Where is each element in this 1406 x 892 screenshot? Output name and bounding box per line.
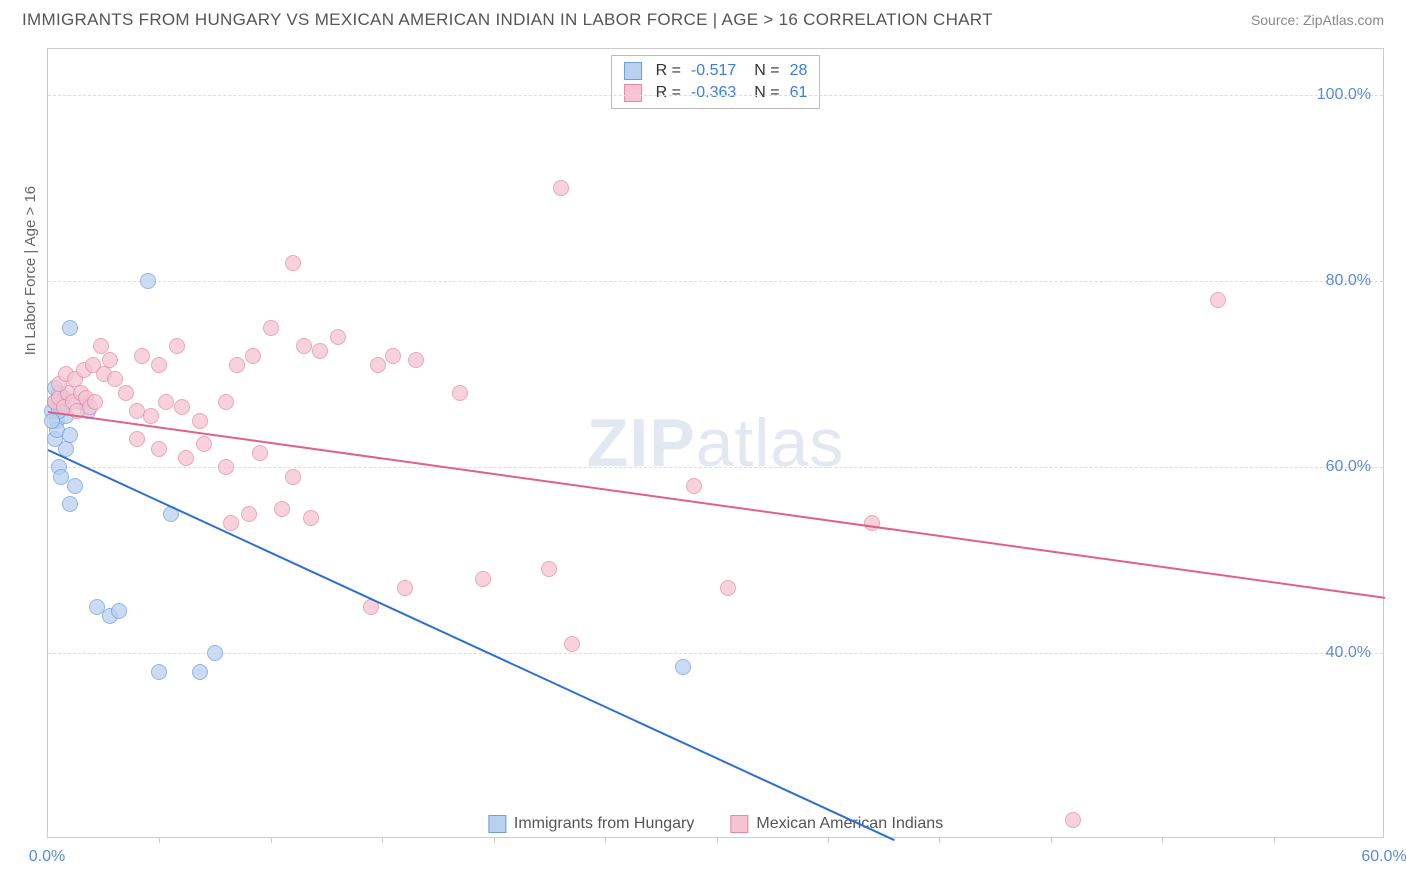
data-point-mexican xyxy=(686,478,702,494)
data-point-mexican xyxy=(720,580,736,596)
legend-stat-row: R = -0.363N = 61 xyxy=(624,82,808,104)
data-point-mexican xyxy=(241,506,257,522)
data-point-hungary xyxy=(62,496,78,512)
plot-area: ZIPatlas R = -0.517N = 28R = -0.363N = 6… xyxy=(48,49,1383,837)
data-point-mexican xyxy=(296,338,312,354)
data-point-mexican xyxy=(330,329,346,345)
data-point-mexican xyxy=(229,357,245,373)
gridline-h xyxy=(48,95,1383,96)
x-tick-mark xyxy=(1162,837,1163,843)
data-point-hungary xyxy=(62,427,78,443)
x-tick-label: 60.0% xyxy=(1361,848,1406,866)
data-point-hungary xyxy=(192,664,208,680)
legend-label: Immigrants from Hungary xyxy=(514,815,695,833)
y-axis-label: In Labor Force | Age > 16 xyxy=(22,186,39,355)
data-point-mexican xyxy=(553,180,569,196)
data-point-mexican xyxy=(223,515,239,531)
data-point-mexican xyxy=(541,561,557,577)
data-point-mexican xyxy=(102,352,118,368)
y-tick-label: 100.0% xyxy=(1317,86,1371,104)
data-point-mexican xyxy=(192,413,208,429)
data-point-mexican xyxy=(151,441,167,457)
data-point-mexican xyxy=(285,255,301,271)
data-point-mexican xyxy=(151,357,167,373)
data-point-mexican xyxy=(252,445,268,461)
data-point-mexican xyxy=(178,450,194,466)
x-tick-mark xyxy=(271,837,272,843)
x-tick-mark xyxy=(494,837,495,843)
data-point-mexican xyxy=(87,394,103,410)
legend-swatch xyxy=(624,62,642,80)
data-point-mexican xyxy=(245,348,261,364)
data-point-hungary xyxy=(675,659,691,675)
x-tick-mark xyxy=(939,837,940,843)
data-point-mexican xyxy=(564,636,580,652)
data-point-mexican xyxy=(408,352,424,368)
gridline-h xyxy=(48,467,1383,468)
page-title: IMMIGRANTS FROM HUNGARY VS MEXICAN AMERI… xyxy=(22,10,993,30)
x-tick-mark xyxy=(717,837,718,843)
data-point-mexican xyxy=(475,571,491,587)
data-point-hungary xyxy=(151,664,167,680)
data-point-mexican xyxy=(397,580,413,596)
data-point-hungary xyxy=(111,603,127,619)
x-tick-mark xyxy=(1274,837,1275,843)
source-label: Source: ZipAtlas.com xyxy=(1251,12,1384,28)
data-point-mexican xyxy=(107,371,123,387)
data-point-mexican xyxy=(1210,292,1226,308)
data-point-mexican xyxy=(218,394,234,410)
data-point-hungary xyxy=(140,273,156,289)
data-point-mexican xyxy=(452,385,468,401)
legend-item: Immigrants from Hungary xyxy=(488,815,695,833)
x-tick-mark xyxy=(159,837,160,843)
gridline-h xyxy=(48,281,1383,282)
data-point-hungary xyxy=(62,320,78,336)
legend-swatch xyxy=(730,815,748,833)
data-point-mexican xyxy=(134,348,150,364)
data-point-mexican xyxy=(864,515,880,531)
data-point-mexican xyxy=(274,501,290,517)
data-point-mexican xyxy=(312,343,328,359)
data-point-hungary xyxy=(44,413,60,429)
data-point-mexican xyxy=(303,510,319,526)
data-point-hungary xyxy=(207,645,223,661)
legend-stats: R = -0.517N = 28R = -0.363N = 61 xyxy=(611,55,821,109)
data-point-mexican xyxy=(129,431,145,447)
x-tick-mark xyxy=(382,837,383,843)
data-point-mexican xyxy=(218,459,234,475)
x-tick-label: 0.0% xyxy=(29,848,65,866)
data-point-mexican xyxy=(118,385,134,401)
data-point-mexican xyxy=(285,469,301,485)
y-tick-label: 60.0% xyxy=(1326,458,1371,476)
data-point-mexican xyxy=(370,357,386,373)
chart-frame: ZIPatlas R = -0.517N = 28R = -0.363N = 6… xyxy=(47,48,1384,838)
legend-swatch xyxy=(488,815,506,833)
y-tick-label: 80.0% xyxy=(1326,272,1371,290)
data-point-mexican xyxy=(263,320,279,336)
x-tick-mark xyxy=(1051,837,1052,843)
data-point-mexican xyxy=(1065,812,1081,828)
data-point-mexican xyxy=(158,394,174,410)
data-point-mexican xyxy=(169,338,185,354)
x-tick-mark xyxy=(828,837,829,843)
y-tick-label: 40.0% xyxy=(1326,644,1371,662)
watermark: ZIPatlas xyxy=(587,404,844,482)
gridline-h xyxy=(48,653,1383,654)
data-point-mexican xyxy=(385,348,401,364)
legend-series: Immigrants from Hungary Mexican American … xyxy=(480,815,951,833)
trendline-hungary xyxy=(48,449,896,841)
legend-stat-row: R = -0.517N = 28 xyxy=(624,60,808,82)
legend-item: Mexican American Indians xyxy=(730,815,943,833)
data-point-mexican xyxy=(196,436,212,452)
x-tick-mark xyxy=(605,837,606,843)
data-point-mexican xyxy=(143,408,159,424)
data-point-mexican xyxy=(174,399,190,415)
data-point-hungary xyxy=(67,478,83,494)
legend-swatch xyxy=(624,84,642,102)
